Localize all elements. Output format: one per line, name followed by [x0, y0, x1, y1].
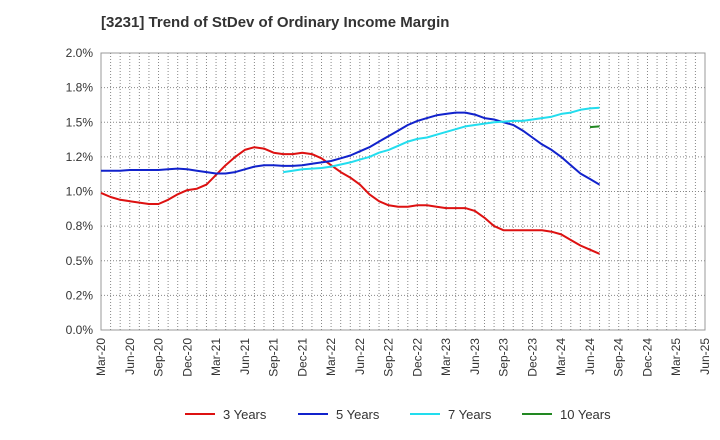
- y-tick-label: 0.8%: [66, 219, 94, 233]
- x-tick-label: Dec-22: [410, 338, 424, 377]
- x-tick-label: Mar-20: [94, 338, 108, 376]
- series-layer: [100, 106, 601, 255]
- x-tick-label: Mar-24: [554, 338, 568, 376]
- legend-label: 7 Years: [448, 407, 492, 422]
- axis-layer: 0.0% 0.2% 0.5% 0.8% 1.0% 1.2% 1.5% 1.8% 2.0% Mar-…: [66, 46, 712, 377]
- series-line-5-years: [101, 111, 601, 186]
- x-tick-label: Jun-20: [123, 338, 137, 375]
- series-line-7-years: [283, 106, 600, 174]
- series-line-3-years: [100, 146, 600, 255]
- series-line-10-years: [589, 125, 600, 129]
- x-tick-label: Sep-21: [267, 338, 281, 377]
- legend: 3 Years 5 Years 7 Years 10 Years: [185, 407, 611, 422]
- x-tick-label: Dec-23: [525, 338, 539, 377]
- x-tick-label: Sep-20: [152, 338, 166, 377]
- x-tick-label: Jun-25: [698, 338, 712, 375]
- x-tick-label: Mar-21: [209, 338, 223, 376]
- x-tick-label: Jun-21: [238, 338, 252, 375]
- y-tick-label: 1.0%: [66, 185, 94, 199]
- x-tick-label: Sep-22: [382, 338, 396, 377]
- x-tick-label: Dec-20: [180, 338, 194, 377]
- y-tick-label: 0.0%: [66, 323, 94, 337]
- grid-layer: [100, 52, 706, 331]
- x-tick-label: Dec-21: [295, 338, 309, 377]
- x-tick-label: Mar-23: [439, 338, 453, 376]
- y-tick-label: 1.8%: [66, 81, 94, 95]
- x-tick-label: Mar-22: [324, 338, 338, 376]
- x-tick-label: Sep-23: [497, 338, 511, 377]
- x-tick-label: Sep-24: [612, 338, 626, 377]
- x-tick-label: Mar-25: [669, 338, 683, 376]
- x-tick-label: Jun-24: [583, 338, 597, 375]
- y-tick-label: 2.0%: [66, 46, 94, 60]
- y-tick-label: 1.5%: [66, 115, 94, 129]
- chart-title: [3231] Trend of StDev of Ordinary Income…: [101, 14, 450, 31]
- x-tick-label: Dec-24: [640, 338, 654, 377]
- y-tick-label: 1.2%: [66, 150, 94, 164]
- legend-label: 5 Years: [336, 407, 380, 422]
- x-tick-label: Jun-23: [468, 338, 482, 375]
- x-tick-label: Jun-22: [353, 338, 367, 375]
- legend-label: 10 Years: [560, 407, 611, 422]
- y-tick-label: 0.2%: [66, 288, 94, 302]
- y-tick-label: 0.5%: [66, 254, 94, 268]
- legend-label: 3 Years: [223, 407, 267, 422]
